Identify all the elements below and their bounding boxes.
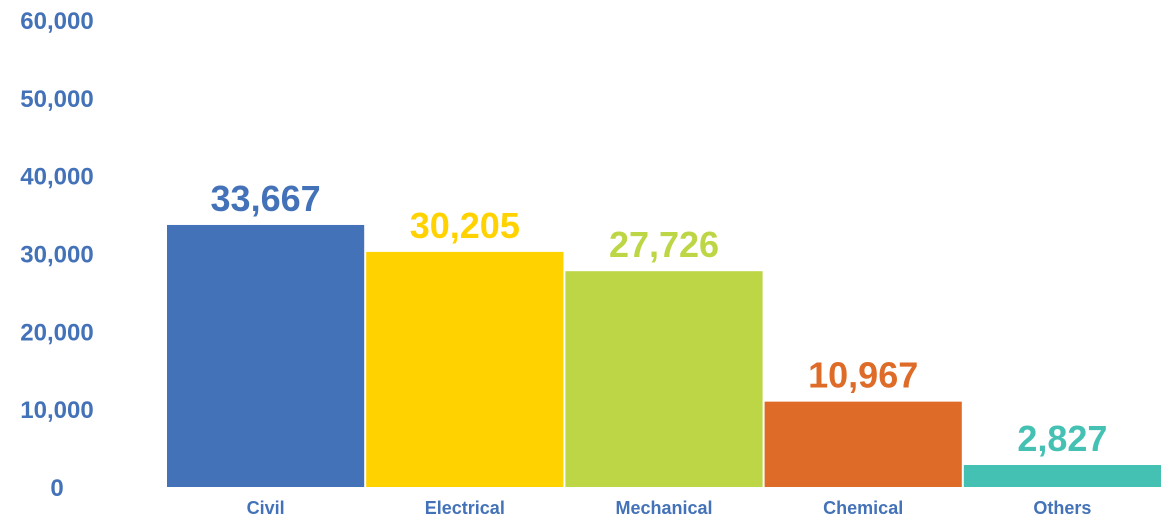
y-tick-label: 40,000 — [20, 164, 93, 191]
bar-mechanical — [565, 271, 763, 487]
y-tick-label: 0 — [50, 475, 63, 502]
y-tick-label: 10,000 — [20, 397, 93, 424]
y-tick-label: 50,000 — [20, 86, 93, 113]
data-label-electrical: 30,205 — [410, 205, 520, 246]
bar-electrical — [366, 251, 564, 487]
y-tick-label: 30,000 — [20, 242, 93, 269]
bar-civil — [167, 224, 365, 488]
data-label-chemical: 10,967 — [808, 355, 918, 396]
data-label-mechanical: 27,726 — [609, 224, 719, 265]
x-tick-label-chemical: Chemical — [823, 498, 903, 518]
data-label-others: 2,827 — [1017, 418, 1107, 459]
bar-others — [963, 464, 1161, 487]
x-axis: Civil Electrical Mechanical Chemical Others — [247, 498, 1092, 518]
y-tick-label: 20,000 — [20, 319, 93, 346]
x-tick-label-mechanical: Mechanical — [615, 498, 712, 518]
data-labels: 33,667 30,205 27,726 10,967 2,827 — [211, 178, 1108, 459]
y-axis: 0 10,000 20,000 30,000 40,000 50,000 60,000 — [20, 8, 93, 502]
bar-chemical — [764, 401, 962, 487]
x-tick-label-electrical: Electrical — [425, 498, 505, 518]
data-label-civil: 33,667 — [211, 178, 321, 219]
bars — [167, 224, 1161, 488]
y-tick-label: 60,000 — [20, 8, 93, 35]
x-tick-label-civil: Civil — [247, 498, 285, 518]
x-tick-label-others: Others — [1033, 498, 1091, 518]
